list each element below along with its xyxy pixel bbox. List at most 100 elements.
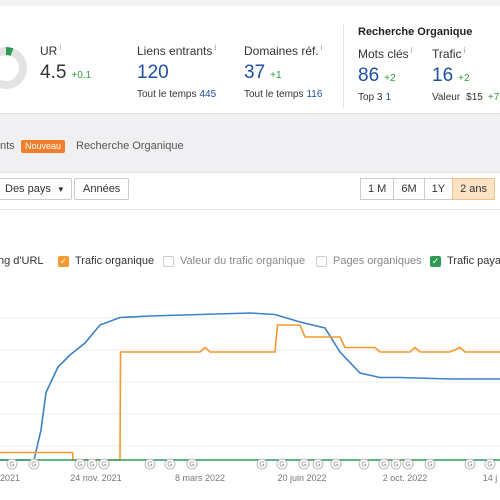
keywords-sub-label: Top 3 (358, 92, 383, 103)
new-badge: Nouveau (21, 140, 66, 153)
backlinks-value[interactable]: 120 (137, 62, 169, 83)
keywords-delta: +2 (384, 73, 396, 84)
annotation-marker[interactable]: G (464, 458, 476, 470)
svg-text:G: G (487, 462, 492, 469)
annotation-marker[interactable]: G (276, 458, 288, 470)
annotation-marker[interactable]: G (28, 458, 40, 470)
series-line-0[interactable] (0, 312, 500, 461)
x-tick-label: 2 oct. 2022 (383, 473, 428, 483)
tab-new-report[interactable]: nts (0, 140, 15, 152)
svg-text:G: G (427, 462, 432, 469)
svg-text:G: G (89, 462, 94, 469)
annotation-marker[interactable]: G (424, 458, 436, 470)
keywords-label: Mots clés (358, 47, 409, 61)
svg-text:G: G (259, 462, 264, 469)
annotation-marker[interactable]: G (390, 458, 402, 470)
legend-paid-traffic-label: Trafic paya (447, 255, 500, 267)
svg-text:G: G (301, 462, 306, 469)
svg-text:G: G (101, 462, 106, 469)
legend-paid-traffic[interactable]: ✓ Trafic paya (430, 255, 500, 267)
svg-text:G: G (31, 462, 36, 469)
annotation-marker[interactable]: G (312, 458, 324, 470)
ref-domains-metric: Domaines réf. i 37 +1 Tout le temps 116 (244, 43, 322, 100)
ref-domains-sub-value[interactable]: 116 (306, 89, 323, 100)
annotation-marker[interactable]: G (186, 458, 198, 470)
keywords-value[interactable]: 86 (358, 65, 380, 86)
range-1m-button[interactable]: 1 M (360, 178, 395, 200)
series-line-1[interactable] (0, 324, 500, 461)
annotation-marker[interactable]: G (144, 458, 156, 470)
legend-organic-traffic[interactable]: ✓ Trafic organique (58, 255, 154, 267)
svg-text:G: G (381, 462, 386, 469)
legend-organic-value[interactable]: Valeur du trafic organique (163, 255, 305, 267)
annotation-marker[interactable]: G (358, 458, 370, 470)
annotation-marker[interactable]: G (402, 458, 414, 470)
backlinks-sub-value[interactable]: 445 (199, 89, 217, 100)
ur-info-icon[interactable]: i (59, 43, 62, 52)
legend-url-rating[interactable]: ng d'URL (0, 255, 44, 267)
annotation-marker[interactable]: G (256, 458, 268, 470)
annotation-marker[interactable]: G (298, 458, 310, 470)
ref-domains-info-icon[interactable]: i (320, 43, 323, 52)
svg-text:G: G (315, 462, 320, 469)
years-button[interactable]: Années (74, 178, 130, 200)
traffic-value[interactable]: 16 (432, 65, 454, 86)
svg-text:G: G (167, 462, 172, 469)
svg-text:G: G (189, 462, 194, 469)
checkbox-unchecked-icon[interactable] (316, 255, 327, 267)
ref-domains-delta: +1 (270, 70, 282, 81)
traffic-label: Trafic (432, 47, 462, 61)
traffic-delta: +2 (458, 73, 470, 84)
checkbox-checked-icon[interactable]: ✓ (58, 255, 69, 267)
x-tick-label: 24 nov. 2021 (70, 473, 121, 483)
ref-domains-label: Domaines réf. (244, 44, 319, 58)
chart-legend: ng d'URL ✓ Trafic organique Valeur du tr… (0, 255, 500, 269)
traffic-sub-value: $15 (466, 92, 483, 103)
chevron-down-icon: ▼ (56, 184, 65, 194)
backlinks-info-icon[interactable]: i (214, 43, 217, 52)
x-tick-label: 20 juin 2022 (277, 473, 326, 483)
annotation-marker[interactable]: G (484, 458, 496, 470)
organic-section-title: Recherche Organique (358, 26, 473, 38)
range-1y-button[interactable]: 1Y (423, 178, 454, 200)
annotation-marker[interactable]: G (74, 458, 86, 470)
svg-text:G: G (279, 462, 284, 469)
legend-organic-traffic-label: Trafic organique (75, 255, 155, 267)
keywords-sub-value[interactable]: 1 (385, 92, 392, 103)
country-select[interactable]: Des pays ▼ (0, 178, 72, 200)
range-2y-button[interactable]: 2 ans (452, 178, 496, 200)
svg-text:G: G (9, 462, 14, 469)
tab-organic-search[interactable]: Recherche Organique (76, 140, 184, 152)
annotation-marker[interactable]: G (330, 458, 342, 470)
ur-label: UR (40, 44, 58, 58)
traffic-sub-delta: +7 (487, 92, 500, 103)
ref-domains-value[interactable]: 37 (244, 62, 266, 83)
annotation-marker[interactable]: G (6, 458, 18, 470)
legend-url-rating-label: ng d'URL (0, 255, 44, 267)
svg-text:G: G (361, 462, 366, 469)
checkbox-checked-icon[interactable]: ✓ (430, 255, 441, 267)
divider (0, 209, 500, 210)
legend-organic-pages[interactable]: Pages organiques (316, 255, 422, 267)
date-range-toggle: 1 M 6M 1Y 2 ans (360, 178, 496, 200)
report-tabs: nts Nouveau Recherche Organique (0, 113, 500, 173)
annotation-marker[interactable]: G (98, 458, 110, 470)
legend-organic-value-label: Valeur du trafic organique (180, 255, 306, 267)
x-tick-label: 14 j (483, 473, 498, 483)
keywords-info-icon[interactable]: i (410, 46, 413, 55)
traffic-metric: Trafic i 16 +2 Valeur $15 +7 (432, 46, 499, 103)
backlinks-metric: Liens entrants i 120 Tout le temps 445 (137, 43, 216, 100)
annotation-marker[interactable]: G (86, 458, 98, 470)
metrics-card: UR i 4.5 +0.1 Liens entrants i 120 Tout le … (0, 0, 500, 113)
range-6m-button[interactable]: 6M (393, 178, 425, 200)
ur-metric: UR i 4.5 +0.1 (40, 43, 91, 84)
ur-delta: +0.1 (71, 70, 92, 81)
svg-text:G: G (405, 462, 410, 469)
annotation-marker[interactable]: G (164, 458, 176, 470)
traffic-info-icon[interactable]: i (463, 46, 466, 55)
checkbox-unchecked-icon[interactable] (163, 255, 174, 267)
legend-organic-pages-label: Pages organiques (333, 255, 422, 267)
annotation-marker[interactable]: G (378, 458, 390, 470)
